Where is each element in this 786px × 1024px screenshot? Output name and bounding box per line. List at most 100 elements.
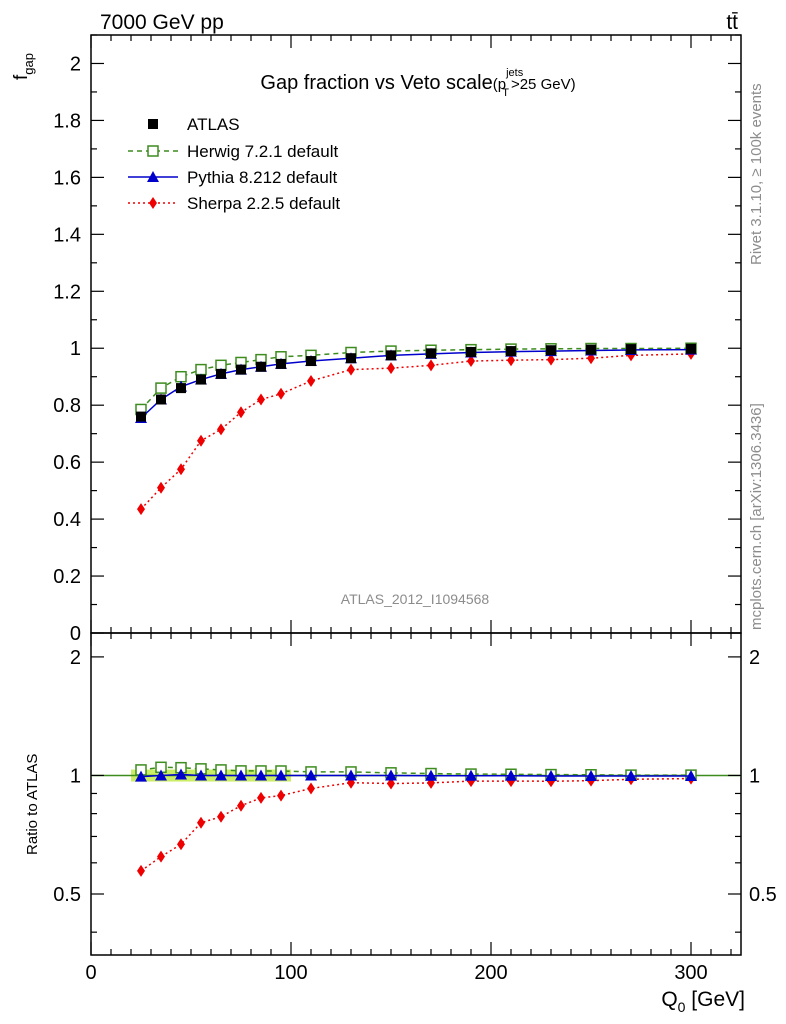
- legend: ATLAS Herwig 7.2.1 default Pythia 8.212 de…: [128, 115, 340, 213]
- chart-title-main: Gap fraction vs Veto scale: [260, 72, 492, 94]
- sherpa-point: [217, 423, 225, 436]
- y-tick-label-main: 1.6: [53, 167, 81, 189]
- pythia-ratio-point: [175, 768, 187, 780]
- pythia-ratio-point: [585, 769, 597, 781]
- chart-title-cut-close: >25 GeV): [511, 76, 576, 93]
- pythia-ratio-point: [135, 770, 147, 782]
- herwig-point: [175, 370, 187, 383]
- sherpa-ratio-point: [237, 799, 245, 812]
- y-tick-label-ratio-right: 2: [749, 647, 760, 669]
- sherpa-point: [277, 387, 285, 400]
- sherpa-ratio-point: [137, 864, 145, 877]
- sherpa-point: [257, 393, 265, 406]
- legend-marker-sherpa: [149, 197, 157, 209]
- sherpa-ratio-point: [257, 791, 265, 804]
- sherpa-line: [140, 353, 692, 510]
- legend-label-pythia: Pythia 8.212 default: [187, 168, 338, 187]
- sherpa-point: [467, 355, 475, 368]
- y-tick-label-ratio-right: 1: [749, 765, 760, 787]
- atlas-point: [466, 346, 476, 357]
- x-axis-label: Q0 [GeV]: [661, 988, 745, 1015]
- sherpa-point: [547, 353, 555, 366]
- pythia-ratio-line: [140, 773, 692, 778]
- atlas-point: [276, 358, 286, 369]
- legend-marker-atlas: [148, 119, 158, 129]
- x-tick-label: 0: [85, 962, 96, 984]
- y-axis-label-main: fgap: [11, 53, 36, 80]
- rivet-version-label: Rivet 3.1.10, ≥ 100k events: [748, 83, 765, 265]
- legend-label-herwig: Herwig 7.2.1 default: [187, 142, 338, 161]
- ratio-panel-series: [135, 761, 697, 877]
- sherpa-ratio-line: [140, 777, 692, 872]
- y-tick-label-main: 0.8: [53, 395, 81, 417]
- mcplots-label: mcplots.cern.ch [arXiv:1306.3436]: [748, 403, 765, 630]
- x-axis-label-unit: [GeV]: [685, 988, 745, 1011]
- legend-label-sherpa: Sherpa 2.2.5 default: [187, 194, 340, 213]
- sherpa-point: [427, 359, 435, 372]
- pythia-ratio-point: [685, 769, 697, 781]
- sherpa-ratio-point: [177, 838, 185, 851]
- y-tick-label-main: 1: [70, 338, 81, 360]
- pythia-ratio-point: [215, 769, 227, 781]
- sherpa-point: [137, 503, 145, 516]
- pythia-ratio-point: [425, 769, 437, 781]
- y-tick-label-ratio: 2: [70, 647, 81, 669]
- pythia-ratio-point: [255, 769, 267, 781]
- atlas-point: [256, 361, 266, 372]
- x-tick-label: 100: [274, 962, 307, 984]
- atlas-point: [586, 344, 596, 355]
- sherpa-point: [197, 434, 205, 447]
- atlas-point: [426, 348, 436, 359]
- y-tick-label-ratio: 0.5: [53, 884, 81, 906]
- atlas-point: [156, 394, 166, 405]
- atlas-point: [546, 345, 556, 356]
- pythia-ratio-point: [155, 769, 167, 781]
- sherpa-point: [307, 374, 315, 387]
- x-axis-label-base: Q: [661, 988, 677, 1011]
- x-axis-label-sub: 0: [678, 999, 686, 1015]
- pythia-ratio-point: [505, 769, 517, 781]
- sherpa-point: [507, 354, 515, 367]
- pythia-ratio-point: [275, 769, 287, 781]
- atlas-point: [686, 343, 696, 354]
- y-tick-label-main: 0.4: [53, 509, 81, 531]
- atlas-point: [506, 346, 516, 357]
- sherpa-ratio-point: [217, 810, 225, 823]
- sherpa-point: [347, 363, 355, 376]
- x-tick-label: 300: [674, 962, 707, 984]
- pythia-ratio-point: [235, 769, 247, 781]
- atlas-point: [136, 411, 146, 422]
- y-axis-label-main-base: f: [11, 74, 32, 80]
- energy-label: 7000 GeV pp: [100, 11, 224, 34]
- herwig-point: [155, 382, 167, 394]
- sherpa-ratio-point: [387, 777, 395, 790]
- main-panel-series: [135, 342, 697, 516]
- sherpa-point: [177, 463, 185, 476]
- analysis-watermark: ATLAS_2012_I1094568: [341, 591, 490, 607]
- sherpa-ratio-point: [157, 850, 165, 863]
- y-axis-label-main-sub: gap: [21, 53, 36, 75]
- chart-title-cut-open: (p: [493, 76, 506, 93]
- legend-marker-pythia: [147, 171, 159, 182]
- atlas-point: [216, 368, 226, 379]
- atlas-point: [306, 356, 316, 367]
- sherpa-point: [237, 406, 245, 419]
- atlas-point: [176, 383, 186, 394]
- sherpa-ratio-point: [277, 789, 285, 802]
- legend-label-atlas: ATLAS: [187, 115, 240, 134]
- process-label: tt̄: [726, 11, 738, 34]
- atlas-point: [626, 344, 636, 355]
- chart-title-cut-sub: T: [502, 87, 509, 99]
- chart-title: Gap fraction vs Veto scale(pjets T >25 GeV…: [260, 67, 575, 99]
- y-tick-label-main: 1.2: [53, 281, 81, 303]
- y-tick-label-ratio: 1: [70, 765, 81, 787]
- chart-title-cut-sup: jets: [505, 67, 524, 79]
- pythia-ratio-point: [625, 769, 637, 781]
- legend-marker-herwig: [147, 145, 159, 157]
- y-tick-label-main: 1.4: [53, 224, 81, 246]
- herwig-point: [195, 363, 207, 376]
- atlas-point: [196, 374, 206, 385]
- x-tick-label: 200: [474, 962, 507, 984]
- pythia-ratio-point: [305, 769, 317, 781]
- pythia-ratio-point: [385, 769, 397, 781]
